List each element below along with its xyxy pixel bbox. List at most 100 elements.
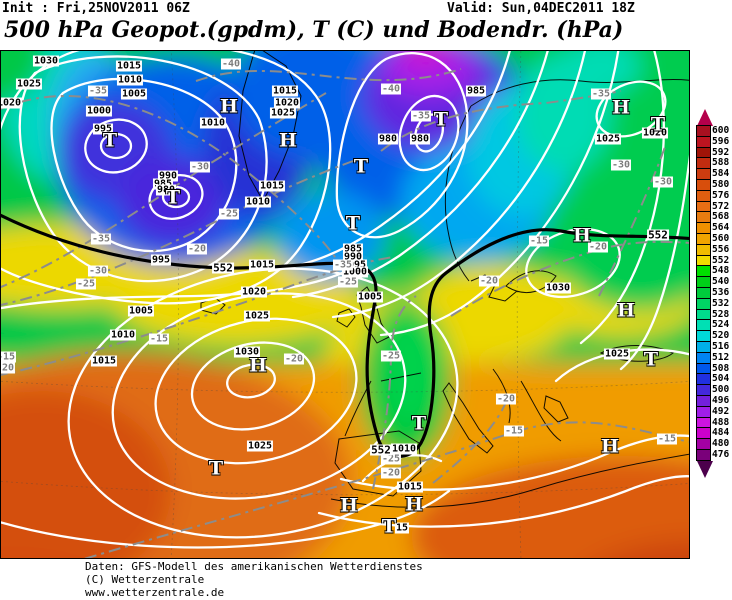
- legend-value: 488: [712, 416, 730, 428]
- pressure-label: 985: [465, 85, 487, 97]
- legend-value: 564: [712, 222, 730, 234]
- pressure-label: 1015: [115, 60, 143, 72]
- high-center-marker: H: [340, 494, 358, 517]
- footer-copyright: (C) Wetterzentrale: [85, 573, 205, 586]
- pressure-label: 1020: [240, 286, 268, 298]
- footer-data-source: Daten: GFS-Modell des amerikanischen Wet…: [85, 560, 423, 573]
- legend-value: 476: [712, 448, 730, 460]
- temperature-label: -40: [220, 58, 242, 70]
- geopotential-label: 552: [212, 261, 234, 275]
- legend-value: 560: [712, 232, 730, 244]
- temperature-label: -25: [75, 278, 97, 290]
- legend-value: 516: [712, 340, 730, 352]
- legend-value: 504: [712, 373, 730, 385]
- legend-value: 496: [712, 394, 730, 406]
- temperature-label: -20: [495, 393, 517, 405]
- scale-rows: 600 596 592 588 584 580 576 572 568 564 560 556 552 5…: [696, 125, 732, 461]
- low-center-marker: T: [643, 348, 659, 371]
- pressure-label: 1010: [199, 117, 227, 129]
- legend-value: 600: [712, 125, 730, 136]
- map-title: 500 hPa Geopot.(gpdm), T (C) und Bodendr…: [4, 17, 624, 43]
- temperature-label: -25: [380, 350, 402, 362]
- map-label-layer: 1030102510201015101010051000995101010151…: [1, 51, 689, 558]
- temperature-label: -35: [332, 259, 354, 271]
- legend-value: 596: [712, 135, 730, 147]
- isobar-lines: [1, 51, 689, 549]
- weather-map: 1030102510201015101010051000995101010151…: [0, 50, 690, 559]
- high-center-marker: H: [249, 354, 267, 377]
- init-time-label: Init : Fri,25NOV2011 06Z: [2, 1, 190, 16]
- pressure-label: 1010: [116, 74, 144, 86]
- pressure-label: 980: [155, 184, 177, 196]
- legend-value: 508: [712, 362, 730, 374]
- legend-value: 520: [712, 330, 730, 342]
- pressure-label: 1015: [396, 481, 424, 493]
- low-center-marker: T: [102, 129, 118, 152]
- pressure-label: 1010: [109, 329, 137, 341]
- temperature-label: -20: [283, 353, 305, 365]
- legend-value: 492: [712, 405, 730, 417]
- pressure-label: 1025: [246, 440, 274, 452]
- temperature-label: -25: [380, 453, 402, 465]
- pressure-label: 995: [92, 123, 114, 135]
- temperature-label: -15: [148, 333, 170, 345]
- legend-value: 548: [712, 265, 730, 277]
- high-center-marker: H: [220, 95, 238, 118]
- pressure-label: 1025: [15, 78, 43, 90]
- temperature-label: -30: [652, 176, 674, 188]
- pressure-label: 1030: [544, 282, 572, 294]
- low-center-marker: T: [650, 113, 666, 136]
- low-center-marker: T: [353, 155, 369, 178]
- pressure-label: 1020: [1, 97, 23, 109]
- legend-value: 584: [712, 168, 730, 180]
- temperature-label: -15: [528, 235, 550, 247]
- legend-value: 580: [712, 178, 730, 190]
- pressure-label: 990: [157, 170, 179, 182]
- legend-value: 572: [712, 200, 730, 212]
- low-center-marker: T: [165, 186, 181, 209]
- temperature-label: -15: [656, 433, 678, 445]
- geopotential-color-scale: 600 596 592 588 584 580 576 572 568 564 560 556 552 5…: [696, 109, 732, 478]
- temperature-label: -20: [1, 362, 16, 374]
- scale-arrow-down-icon: [697, 460, 713, 478]
- pressure-label: 995: [150, 254, 172, 266]
- pressure-label: 1015: [271, 85, 299, 97]
- legend-value: 512: [712, 351, 730, 363]
- legend-value: 592: [712, 146, 730, 158]
- pressure-label: 1005: [120, 88, 148, 100]
- temperature-label: -35: [590, 88, 612, 100]
- valid-time-label: Valid: Sun,04DEC2011 18Z: [447, 1, 635, 16]
- legend-value: 568: [712, 211, 730, 223]
- pressure-label: 1030: [32, 55, 60, 67]
- temperature-label: -40: [380, 83, 402, 95]
- pressure-label: 1010: [244, 196, 272, 208]
- pressure-label: 1005: [127, 305, 155, 317]
- pressure-label: 15: [394, 522, 410, 534]
- temperature-label: -20: [380, 467, 402, 479]
- footer-website: www.wetterzentrale.de: [85, 586, 225, 599]
- pressure-label: 1015: [90, 355, 118, 367]
- temperature-label: -20: [587, 241, 609, 253]
- legend-value: 528: [712, 308, 730, 320]
- pressure-label: 1020: [273, 97, 301, 109]
- high-center-marker: H: [405, 493, 423, 516]
- pressure-label: 1025: [269, 107, 297, 119]
- pressure-label: 985: [342, 243, 364, 255]
- pressure-label: 1000: [85, 105, 113, 117]
- temperature-label: -20: [186, 243, 208, 255]
- temperature-label: -35: [87, 85, 109, 97]
- pressure-label: 1010: [390, 443, 418, 455]
- pressure-label: 1025: [243, 310, 271, 322]
- legend-value: 576: [712, 189, 730, 201]
- low-center-marker: T: [433, 108, 449, 131]
- temperature-label: -30: [610, 159, 632, 171]
- pressure-label: 995: [346, 259, 368, 271]
- high-center-marker: H: [617, 299, 635, 322]
- legend-value: 588: [712, 157, 730, 169]
- low-center-marker: T: [345, 212, 361, 235]
- temperature-label: -35: [410, 110, 432, 122]
- pressure-label: 1030: [233, 346, 261, 358]
- legend-value: 532: [712, 297, 730, 309]
- geopotential-label: 552: [647, 228, 669, 242]
